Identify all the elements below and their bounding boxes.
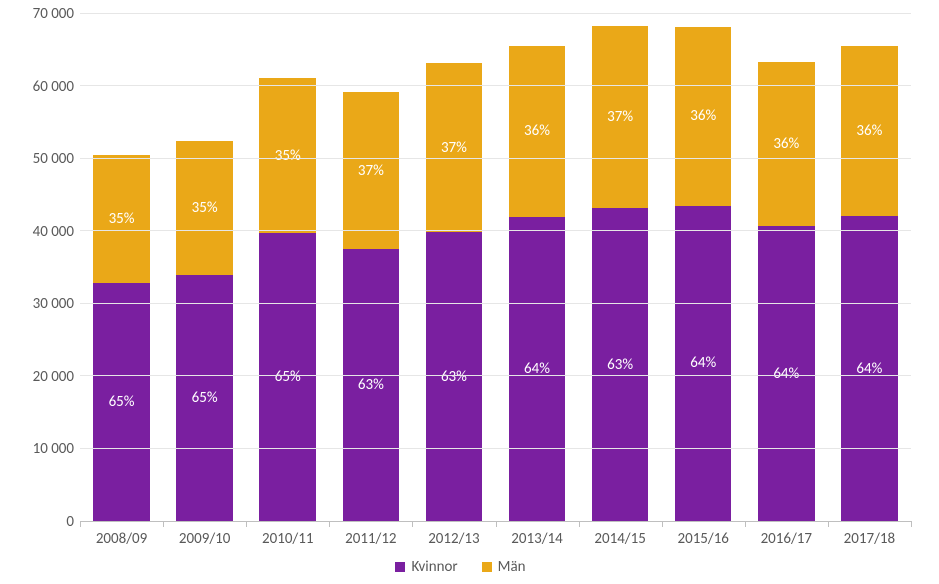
bar-segment-kvinnor: 64% xyxy=(675,206,732,521)
y-tick-label: 40 000 xyxy=(33,223,74,241)
grid-line xyxy=(80,13,911,14)
bar: 35%65% xyxy=(176,14,233,521)
x-tick-mark xyxy=(412,521,413,527)
x-tick-mark xyxy=(329,521,330,527)
bar: 36%64% xyxy=(675,14,732,521)
y-tick-label: 60 000 xyxy=(33,78,74,96)
bar-segment-man: 35% xyxy=(93,155,150,283)
x-tick-mark xyxy=(745,521,746,527)
x-axis-label: 2012/13 xyxy=(412,522,495,548)
bar: 36%64% xyxy=(758,14,815,521)
x-tick-mark xyxy=(662,521,663,527)
legend-label: Kvinnor xyxy=(411,558,457,576)
bar: 37%63% xyxy=(426,14,483,521)
legend-swatch-kvinnor xyxy=(395,562,405,572)
x-axis-label: 2015/16 xyxy=(662,522,745,548)
grid-line xyxy=(80,158,911,159)
legend-item-kvinnor: Kvinnor xyxy=(395,558,457,576)
bar-segment-kvinnor: 63% xyxy=(426,232,483,521)
bar-slot: 35%65% xyxy=(80,14,163,521)
bar: 36%64% xyxy=(509,14,566,521)
bar-segment-kvinnor: 65% xyxy=(176,275,233,521)
bar: 35%65% xyxy=(93,14,150,521)
bar: 35%65% xyxy=(259,14,316,521)
grid-line xyxy=(80,448,911,449)
bar-segment-kvinnor: 65% xyxy=(93,283,150,521)
x-axis-label: 2016/17 xyxy=(745,522,828,548)
grid-line xyxy=(80,230,911,231)
bar: 37%63% xyxy=(592,14,649,521)
x-axis-row: 2008/092009/102010/112011/122012/132013/… xyxy=(10,522,911,548)
bar-slot: 37%63% xyxy=(579,14,662,521)
x-tick-mark xyxy=(911,521,912,527)
y-tick-label: 70 000 xyxy=(33,5,74,23)
x-tick-mark xyxy=(579,521,580,527)
legend-label: Män xyxy=(498,558,526,576)
legend-swatch-man xyxy=(482,562,492,572)
bar-segment-man: 35% xyxy=(259,78,316,234)
grid-line xyxy=(80,375,911,376)
x-axis-label: 2013/14 xyxy=(495,522,578,548)
y-tick-label: 50 000 xyxy=(33,150,74,168)
bar-segment-man: 36% xyxy=(509,46,566,217)
bar-slot: 35%65% xyxy=(163,14,246,521)
bar-segment-kvinnor: 63% xyxy=(343,249,400,521)
bar-segment-kvinnor: 64% xyxy=(841,216,898,521)
bar: 36%64% xyxy=(841,14,898,521)
bar-segment-kvinnor: 63% xyxy=(592,208,649,521)
x-tick-mark xyxy=(828,521,829,527)
bar-segment-man: 36% xyxy=(758,62,815,226)
bar-segment-man: 36% xyxy=(675,27,732,206)
bar-slot: 35%65% xyxy=(246,14,329,521)
plot-row: 010 00020 00030 00040 00050 00060 00070 … xyxy=(10,14,911,522)
x-axis-label: 2014/15 xyxy=(579,522,662,548)
legend-item-man: Män xyxy=(482,558,526,576)
y-tick-label: 20 000 xyxy=(33,368,74,386)
x-axis-label: 2011/12 xyxy=(329,522,412,548)
legend: Kvinnor Män xyxy=(10,548,911,578)
bar-slot: 36%64% xyxy=(745,14,828,521)
bar-slot: 37%63% xyxy=(329,14,412,521)
y-tick-label: 30 000 xyxy=(33,295,74,313)
bar-slot: 36%64% xyxy=(495,14,578,521)
x-tick-mark xyxy=(246,521,247,527)
grid-line xyxy=(80,85,911,86)
grid-line xyxy=(80,303,911,304)
x-axis-label: 2010/11 xyxy=(246,522,329,548)
bar-segment-man: 36% xyxy=(841,46,898,216)
bars-container: 35%65%35%65%35%65%37%63%37%63%36%64%37%6… xyxy=(80,14,911,521)
bar-segment-kvinnor: 64% xyxy=(758,226,815,521)
y-tick-label: 0 xyxy=(66,513,74,531)
x-axis-label: 2008/09 xyxy=(80,522,163,548)
bar-segment-kvinnor: 64% xyxy=(509,217,566,521)
bar-segment-kvinnor: 65% xyxy=(259,233,316,521)
bar-segment-man: 37% xyxy=(343,92,400,249)
bar-slot: 37%63% xyxy=(412,14,495,521)
bar-segment-man: 37% xyxy=(426,63,483,232)
stacked-bar-chart: 0 10 000 20 000 30 000 40 000 50 000 60 000 70 … xyxy=(0,0,939,584)
y-axis: 010 00020 00030 00040 00050 00060 00070 … xyxy=(10,14,80,522)
x-tick-mark xyxy=(80,521,81,527)
y-tick-label: 10 000 xyxy=(33,440,74,458)
plot-area: 35%65%35%65%35%65%37%63%37%63%36%64%37%6… xyxy=(80,14,911,522)
bar-slot: 36%64% xyxy=(828,14,911,521)
bar: 37%63% xyxy=(343,14,400,521)
x-axis-label: 2017/18 xyxy=(828,522,911,548)
x-tick-mark xyxy=(163,521,164,527)
bar-slot: 36%64% xyxy=(662,14,745,521)
bar-segment-man: 35% xyxy=(176,141,233,274)
bar-segment-man: 37% xyxy=(592,26,649,209)
x-axis-label: 2009/10 xyxy=(163,522,246,548)
x-tick-mark xyxy=(496,521,497,527)
